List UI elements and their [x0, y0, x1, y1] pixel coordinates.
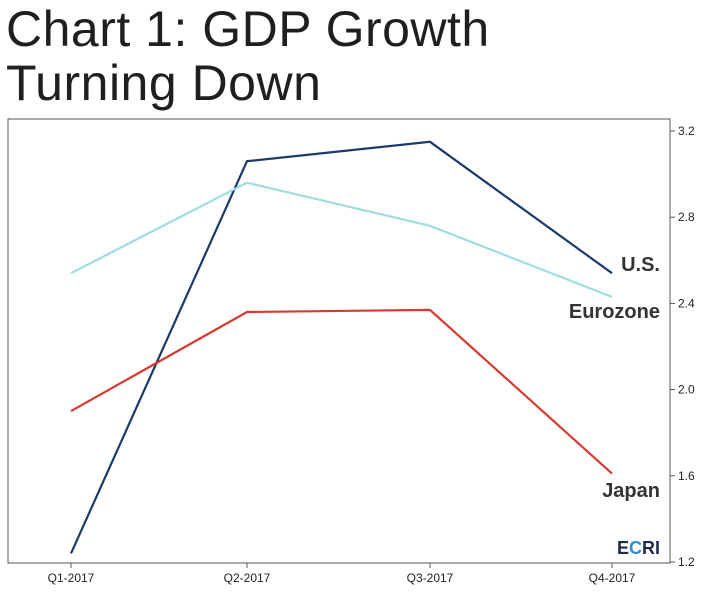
series-line-japan — [70, 308, 613, 475]
x-axis: Q1-2017 Q2-2017 Q3-2017 Q4-2017 — [48, 563, 636, 585]
x-tick-label: Q4-2017 — [589, 571, 636, 585]
series-line-us — [69, 140, 613, 554]
series-label-japan: Japan — [602, 480, 660, 502]
series-line-eurozone — [70, 181, 613, 298]
y-tick-label: 1.6 — [678, 469, 695, 483]
y-tick-label: 3.2 — [678, 124, 695, 138]
series-label-us: U.S. — [621, 254, 660, 276]
y-tick-label: 2.0 — [678, 383, 695, 397]
x-tick-label: Q3-2017 — [407, 571, 454, 585]
series-label-eurozone: Eurozone — [569, 301, 660, 323]
series-labels: U.S. Eurozone Japan — [569, 254, 660, 502]
chart-title-line-2: Turning Down — [6, 55, 322, 111]
series-lines — [69, 140, 613, 554]
x-tick-label: Q2-2017 — [224, 571, 271, 585]
y-tick-label: 1.2 — [678, 555, 695, 569]
svg-text:ECRI: ECRI — [617, 538, 660, 558]
x-tick-label: Q1-2017 — [48, 571, 95, 585]
y-tick-label: 2.8 — [678, 210, 695, 224]
plot-frame — [7, 118, 671, 564]
chart-title: Chart 1: GDP Growth Turning Down — [6, 2, 706, 110]
chart-title-line-1: Chart 1: GDP Growth — [6, 1, 490, 57]
ecri-logo: ECRI — [617, 538, 660, 558]
y-tick-label: 2.4 — [678, 296, 695, 310]
y-axis: 1.2 1.6 2.0 2.4 2.8 3.2 — [670, 124, 695, 569]
